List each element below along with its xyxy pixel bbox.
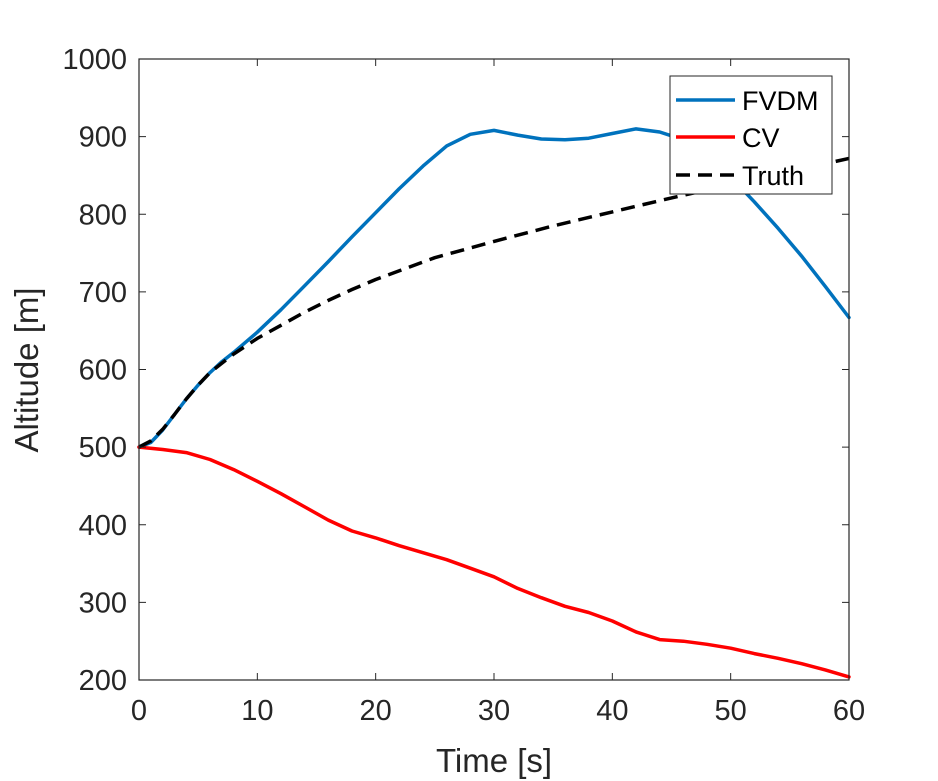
y-tick-label: 1000 — [62, 44, 127, 76]
x-tick-label: 10 — [241, 695, 273, 727]
y-tick-label: 400 — [79, 510, 127, 542]
y-tick-label: 700 — [79, 277, 127, 309]
tick-layer: 0 10 20 30 40 50 60 200 300 400 500 600 700 800 900 100… — [62, 44, 865, 727]
y-tick-label: 200 — [79, 665, 127, 697]
legend-label-cv: CV — [742, 123, 780, 153]
legend-label-truth: Truth — [742, 161, 804, 191]
y-tick-label: 300 — [79, 587, 127, 619]
x-axis-label: Time [s] — [436, 742, 552, 779]
x-tick-label: 0 — [131, 695, 147, 727]
x-tick-label: 60 — [833, 695, 865, 727]
legend-label-fvdm: FVDM — [742, 86, 819, 116]
x-tick-label: 50 — [715, 695, 747, 727]
series-line-cv — [137, 445, 851, 679]
y-tick-label: 900 — [79, 122, 127, 154]
series-line-truth — [138, 156, 850, 449]
plot-frame — [138, 58, 850, 681]
legend-box — [669, 75, 833, 195]
x-tick-label: 20 — [360, 695, 392, 727]
y-tick-label: 500 — [79, 432, 127, 464]
x-tick-label: 40 — [596, 695, 628, 727]
y-axis-label: Altitude [m] — [8, 287, 45, 452]
y-tick-label: 600 — [79, 355, 127, 387]
x-tick-label: 30 — [478, 695, 510, 727]
y-tick-label: 800 — [79, 199, 127, 231]
legend: FVDM CV Truth — [669, 75, 833, 195]
